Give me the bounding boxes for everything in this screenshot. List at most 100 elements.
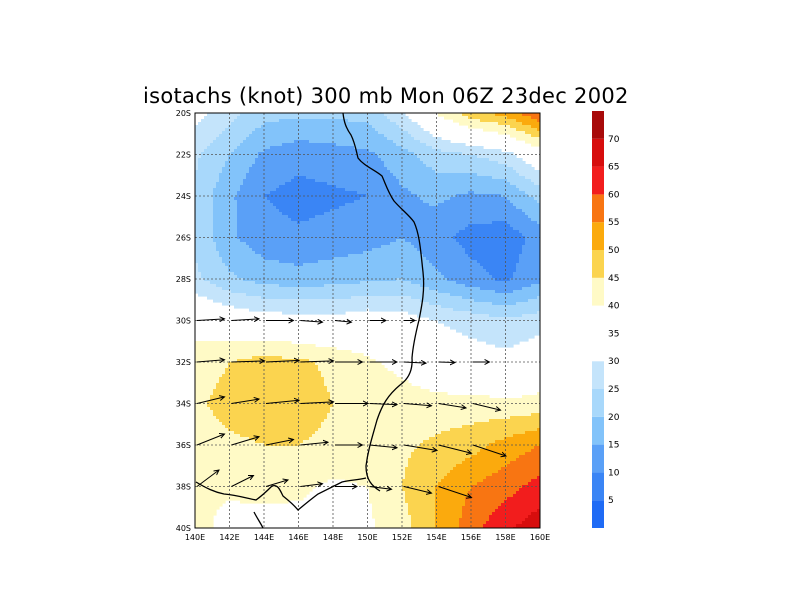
isotach-cell [525, 518, 540, 522]
isotach-cell [489, 158, 523, 162]
isotach-cell [330, 407, 540, 411]
isotach-cell [447, 473, 493, 477]
isotach-cell [213, 389, 328, 393]
isotach-cell [408, 464, 457, 468]
isotach-cell [195, 239, 214, 243]
isotach-cell [267, 197, 361, 201]
isotach-cell [522, 521, 540, 525]
isotach-cell [195, 281, 211, 285]
isotach-cell [198, 164, 226, 168]
isotach-cell [195, 155, 202, 159]
isotach-cell [408, 458, 466, 462]
isotach-cell [258, 152, 376, 156]
isotach-cell [246, 293, 451, 297]
isotach-cell [282, 311, 346, 315]
wind-vector [403, 444, 437, 451]
isotach-cell [213, 197, 235, 201]
isotach-cell [522, 251, 540, 255]
isotach-cell [270, 146, 355, 150]
isotach-cell [465, 500, 505, 504]
isotach-cell [477, 155, 517, 159]
isotach-cell [237, 236, 454, 240]
isotach-cell [522, 248, 540, 252]
isotach-cell [384, 134, 412, 138]
isotach-cell [435, 500, 466, 504]
isotach-cell [246, 242, 391, 246]
isotach-cell [195, 149, 205, 153]
x-tick-label: 142E [219, 533, 239, 542]
isotach-cell [195, 164, 199, 168]
isotach-cell [195, 212, 214, 216]
y-tick-label: 34S [176, 400, 191, 409]
isotach-cell [231, 290, 439, 294]
isotach-cell [195, 287, 223, 291]
isotach-cell [522, 395, 540, 399]
isotach-cell [486, 521, 523, 525]
isotach-cell [252, 356, 283, 360]
isotach-cell [528, 482, 540, 486]
isotach-cell [216, 386, 328, 390]
x-tick-label: 146E [288, 533, 308, 542]
isotach-cell [198, 167, 223, 171]
isotach-cell [213, 236, 238, 240]
isotach-cell [462, 245, 523, 249]
isotach-cell [195, 344, 316, 348]
isotach-cell [237, 227, 466, 231]
isotach-cell [381, 158, 421, 162]
isotach-cell [375, 524, 412, 528]
isotach-cell [414, 152, 463, 156]
isotach-cell [303, 263, 433, 267]
isotach-cell [405, 491, 436, 495]
isotach-cell [387, 137, 415, 141]
isotach-cell [369, 149, 409, 153]
coastline [195, 113, 425, 528]
wind-vector [300, 321, 323, 323]
isotach-cell [195, 464, 409, 468]
isotach-cell [405, 239, 457, 243]
isotach-cell [504, 500, 540, 504]
isotach-cell [210, 143, 241, 147]
isotach-cell [435, 524, 460, 528]
isotach-cell [315, 362, 382, 366]
isotach-cell [243, 179, 292, 183]
isotach-cell [471, 488, 520, 492]
isotach-cell [237, 191, 271, 195]
x-tick-label: 160E [530, 533, 550, 542]
isotach-cell [405, 494, 436, 498]
isotach-cell [480, 287, 523, 291]
isotach-cell [429, 302, 493, 306]
isotach-cell [402, 146, 433, 150]
isotach-cell [519, 260, 540, 264]
isotach-cell [294, 263, 304, 267]
x-tick-label: 140E [185, 533, 205, 542]
isotach-cell [213, 392, 331, 396]
isotach-cell [396, 143, 427, 147]
isotach-cell [252, 131, 379, 135]
isotach-cell [237, 206, 277, 210]
isotach-cell [207, 146, 238, 150]
isotach-cell [210, 395, 331, 399]
isotach-cell [195, 506, 220, 510]
isotach-cell [195, 434, 241, 438]
isotach-cell [489, 443, 540, 447]
isotach-cell [255, 281, 361, 285]
isotach-cell [195, 170, 223, 174]
isotach-cell [516, 524, 540, 528]
isotach-cell [195, 191, 214, 195]
isotach-cell [456, 239, 526, 243]
isotach-cell [309, 218, 532, 222]
isotach-cell [441, 272, 490, 276]
isotach-cell [369, 497, 406, 501]
isotach-cell [222, 167, 250, 171]
isotach-cell [345, 479, 403, 483]
isotach-cell [195, 362, 229, 366]
isotach-cell [390, 119, 412, 123]
wind-vector [438, 362, 456, 363]
isotach-cell [195, 524, 214, 528]
isotach-cell [237, 203, 274, 207]
wind-vector [300, 361, 334, 362]
isotach-cell [462, 332, 540, 336]
isotach-cell [195, 437, 250, 441]
isotach-cell [408, 509, 436, 513]
isotach-cell [462, 512, 493, 516]
